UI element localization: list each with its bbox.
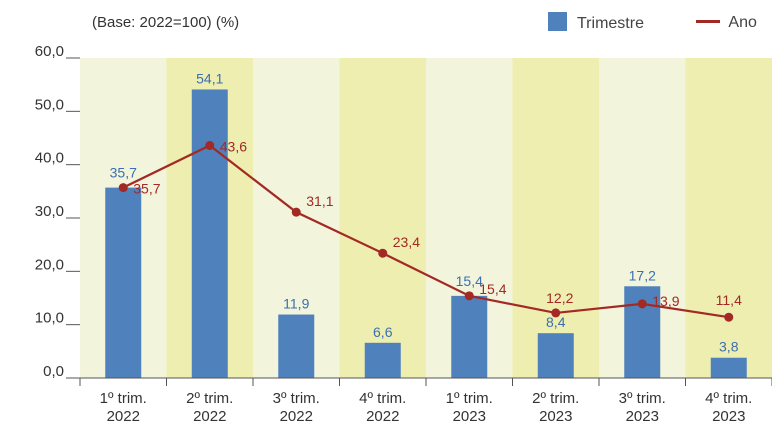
bar <box>278 314 315 378</box>
line-value-label: 23,4 <box>393 234 420 250</box>
line-value-label: 12,2 <box>546 290 573 306</box>
line-point <box>637 299 647 309</box>
bar-value-label: 3,8 <box>719 339 739 355</box>
line-point <box>205 140 215 150</box>
line-ano <box>122 144 729 319</box>
category-band <box>512 58 599 378</box>
x-tick-label-year: 2022 <box>107 408 140 425</box>
x-tick-label: 3º trim. <box>273 390 320 407</box>
legend-item-ano: Ano <box>696 13 757 32</box>
bar <box>451 295 488 378</box>
y-tick-label: 50,0 <box>35 96 64 113</box>
x-tick-label: 4º trim. <box>705 390 752 407</box>
base-label: (Base: 2022=100) (%) <box>92 14 240 31</box>
x-tick-label-year: 2023 <box>712 408 745 425</box>
legend-swatch-bar <box>548 12 567 31</box>
line-point <box>291 207 301 217</box>
x-tick-label: 1º trim. <box>446 390 493 407</box>
bar-value-label: 17,2 <box>629 267 656 283</box>
bar <box>710 357 747 378</box>
line-value-label: 13,9 <box>652 293 679 309</box>
line-value-label: 11,4 <box>716 292 742 308</box>
bar-value-label: 6,6 <box>373 324 393 340</box>
legend: Trimestre Ano <box>548 12 772 33</box>
x-tick-label: 4º trim. <box>359 390 406 407</box>
bar <box>537 333 574 378</box>
x-tick-label: 1º trim. <box>100 390 147 407</box>
line-value-label: 35,7 <box>133 181 160 197</box>
legend-item-trimestre: Trimestre <box>548 12 644 33</box>
legend-swatch-line <box>696 19 721 23</box>
line-value-label: 43,6 <box>220 138 247 154</box>
bar <box>364 342 401 378</box>
legend-label-trimestre: Trimestre <box>577 15 644 32</box>
y-tick-label: 40,0 <box>35 150 64 167</box>
bar-value-label: 54,1 <box>196 70 223 86</box>
y-tick-label: 20,0 <box>35 256 64 273</box>
bar <box>105 187 142 378</box>
bar-value-label: 8,4 <box>546 314 566 330</box>
x-tick-label: 2º trim. <box>532 390 579 407</box>
x-tick-label: 2º trim. <box>186 390 233 407</box>
bar-value-label: 15,4 <box>456 273 483 289</box>
x-tick-label-year: 2022 <box>280 408 313 425</box>
bar <box>191 89 228 378</box>
category-band <box>339 58 426 378</box>
category-band <box>685 58 772 378</box>
x-tick-label-year: 2023 <box>539 408 572 425</box>
line-value-label: 15,4 <box>479 281 506 297</box>
line-value-label: 31,1 <box>306 193 333 209</box>
y-tick-label: 0,0 <box>43 363 64 380</box>
line-point <box>118 183 128 193</box>
line-point <box>724 312 734 322</box>
x-tick-label-year: 2022 <box>193 408 226 425</box>
y-tick-label: 10,0 <box>35 310 64 327</box>
bar-value-label: 11,9 <box>283 296 309 312</box>
x-tick-label-year: 2023 <box>453 408 486 425</box>
legend-label-ano: Ano <box>728 13 757 31</box>
line-point <box>551 308 561 318</box>
bar-value-label: 35,7 <box>110 165 137 181</box>
x-tick-label-year: 2023 <box>626 408 659 425</box>
y-tick-label: 30,0 <box>35 203 64 220</box>
x-tick-label-year: 2022 <box>366 408 399 425</box>
y-tick-label: 60,0 <box>35 43 64 60</box>
x-tick-label: 3º trim. <box>619 390 666 407</box>
line-point <box>378 248 388 258</box>
line-point <box>464 291 474 301</box>
